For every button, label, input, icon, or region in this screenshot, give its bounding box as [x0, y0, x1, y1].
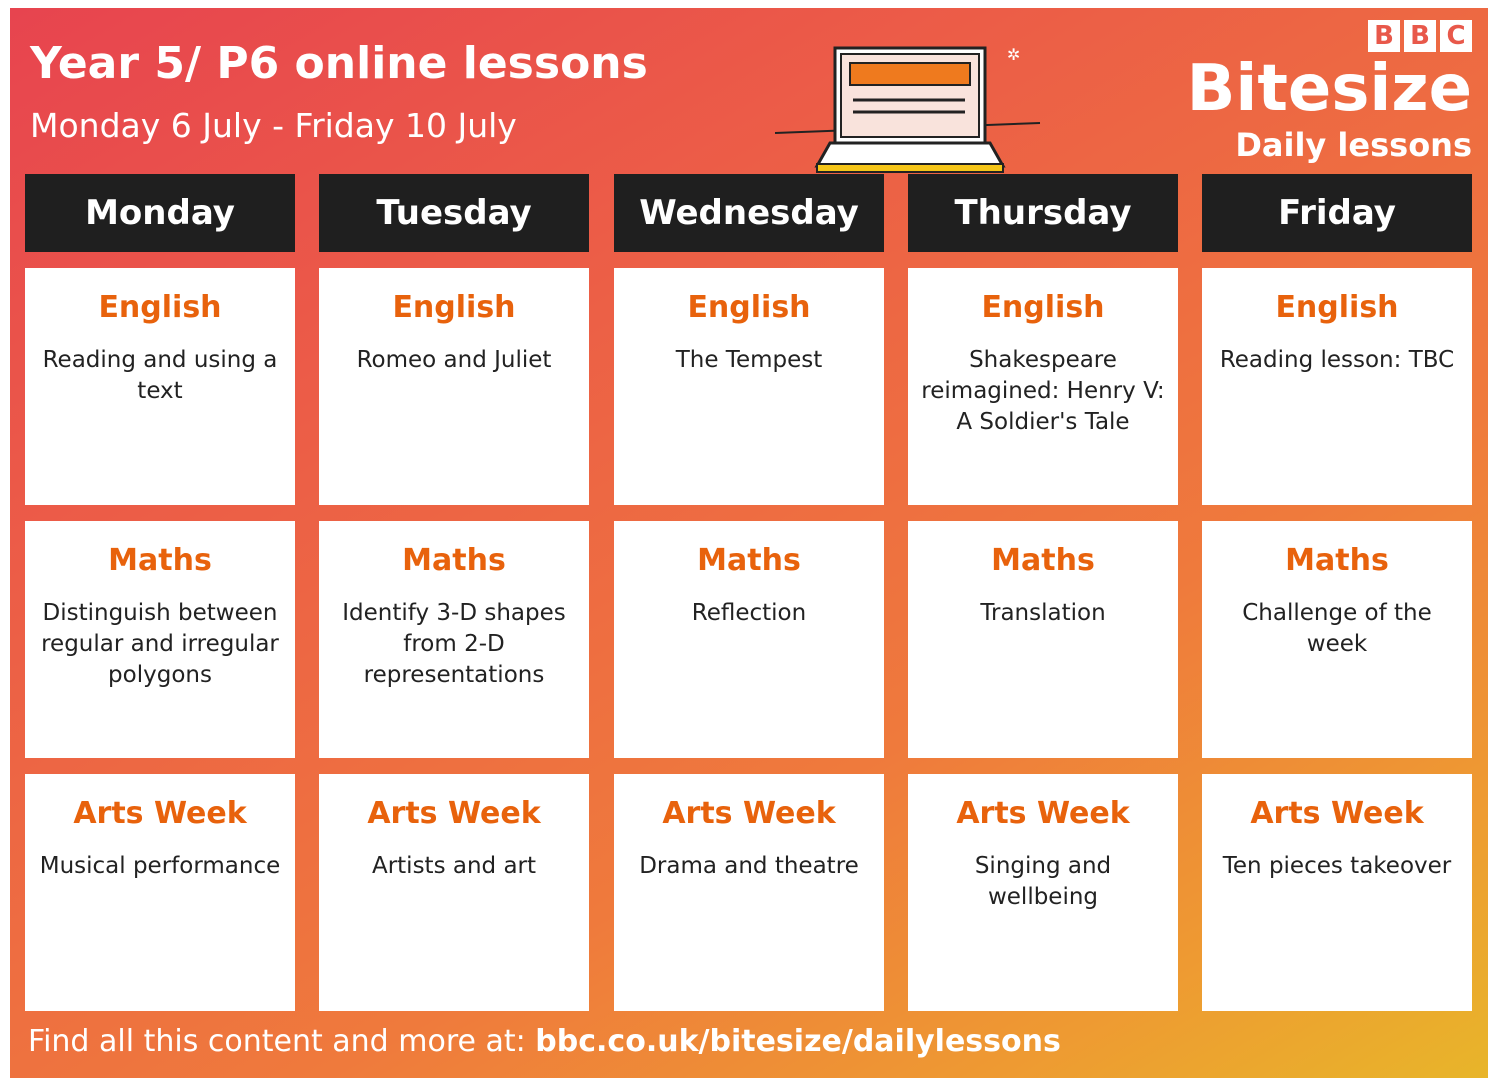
- lesson-card: English The Tempest: [614, 268, 884, 505]
- lesson-subject: English: [981, 290, 1105, 325]
- lesson-card: Arts Week Drama and theatre: [614, 774, 884, 1011]
- footer-link: bbc.co.uk/bitesize/dailylessons: [535, 1024, 1061, 1059]
- lesson-card: Maths Reflection: [614, 521, 884, 758]
- laptop-icon: ✲: [775, 45, 1041, 173]
- day-column: Tuesday English Romeo and Juliet Maths Ident…: [319, 174, 589, 1011]
- svg-text:✲: ✲: [1007, 45, 1020, 64]
- lesson-topic: Distinguish between regular and irregula…: [41, 600, 279, 688]
- bbc-letter: C: [1440, 20, 1472, 52]
- day-header: Wednesday: [614, 174, 884, 252]
- lesson-topic: Romeo and Juliet: [356, 347, 552, 373]
- day-column: Thursday English Shakespeare reimagined: H…: [908, 174, 1178, 1011]
- day-header: Friday: [1202, 174, 1472, 252]
- lesson-topic: Reading and using a text: [42, 347, 278, 404]
- lesson-topic: Artists and art: [371, 853, 537, 879]
- lesson-card: English Reading and using a text: [25, 268, 295, 505]
- page: Year 5/ P6 online lessons Monday 6 July …: [10, 8, 1488, 1078]
- lesson-topic: Reading lesson: TBC: [1219, 347, 1455, 373]
- lesson-topic: Ten pieces takeover: [1222, 853, 1452, 879]
- lesson-topic: Challenge of the week: [1242, 600, 1432, 657]
- day-header: Tuesday: [319, 174, 589, 252]
- lesson-card: Arts Week Artists and art: [319, 774, 589, 1011]
- lesson-topic: Identify 3-D shapes from 2-D representat…: [342, 600, 566, 688]
- lesson-subject: Arts Week: [1250, 796, 1424, 831]
- day-column: Friday English Reading lesson: TBC Maths Cha…: [1202, 174, 1472, 1011]
- lesson-subject: Maths: [991, 543, 1095, 578]
- lesson-topic: Reflection: [691, 600, 807, 626]
- lesson-card: Arts Week Singing and wellbeing: [908, 774, 1178, 1011]
- lesson-card: Maths Challenge of the week: [1202, 521, 1472, 758]
- lesson-card: English Romeo and Juliet: [319, 268, 589, 505]
- lesson-card: Maths Distinguish between regular and irr…: [25, 521, 295, 758]
- day-header: Thursday: [908, 174, 1178, 252]
- lesson-subject: Arts Week: [367, 796, 541, 831]
- day-column: Wednesday English The Tempest Maths Reflecti…: [614, 174, 884, 1011]
- lesson-subject: Maths: [697, 543, 801, 578]
- lesson-topic: Translation: [980, 600, 1106, 626]
- day-column: Monday English Reading and using a text Mat…: [25, 174, 295, 1011]
- brand-tagline: Daily lessons: [1235, 126, 1472, 164]
- subtitle: Monday 6 July - Friday 10 July: [30, 106, 517, 145]
- day-header: Monday: [25, 174, 295, 252]
- lesson-subject: English: [392, 290, 516, 325]
- bbc-letter: B: [1404, 20, 1436, 52]
- lesson-subject: Maths: [108, 543, 212, 578]
- lesson-subject: Maths: [1285, 543, 1389, 578]
- lesson-topic: Singing and wellbeing: [974, 853, 1112, 910]
- lesson-card: English Reading lesson: TBC: [1202, 268, 1472, 505]
- lesson-topic: The Tempest: [675, 347, 823, 373]
- lesson-subject: English: [1275, 290, 1399, 325]
- title: Year 5/ P6 online lessons: [30, 38, 648, 89]
- footer: Find all this content and more at: bbc.c…: [28, 1024, 1061, 1059]
- brand-name: Bitesize: [1186, 52, 1472, 126]
- lesson-subject: English: [687, 290, 811, 325]
- bbc-letter: B: [1368, 20, 1400, 52]
- lesson-topic: Drama and theatre: [639, 853, 859, 879]
- lesson-card: English Shakespeare reimagined: Henry V: …: [908, 268, 1178, 505]
- lesson-subject: Arts Week: [662, 796, 836, 831]
- lesson-subject: English: [98, 290, 222, 325]
- lesson-subject: Arts Week: [73, 796, 247, 831]
- lesson-card: Maths Identify 3-D shapes from 2-D repres…: [319, 521, 589, 758]
- lesson-card: Maths Translation: [908, 521, 1178, 758]
- lesson-card: Arts Week Ten pieces takeover: [1202, 774, 1472, 1011]
- footer-text: Find all this content and more at:: [28, 1024, 526, 1059]
- lesson-card: Arts Week Musical performance: [25, 774, 295, 1011]
- lesson-subject: Arts Week: [956, 796, 1130, 831]
- lesson-subject: Maths: [402, 543, 506, 578]
- lesson-topic: Shakespeare reimagined: Henry V: A Soldi…: [921, 347, 1165, 435]
- lesson-topic: Musical performance: [39, 853, 281, 879]
